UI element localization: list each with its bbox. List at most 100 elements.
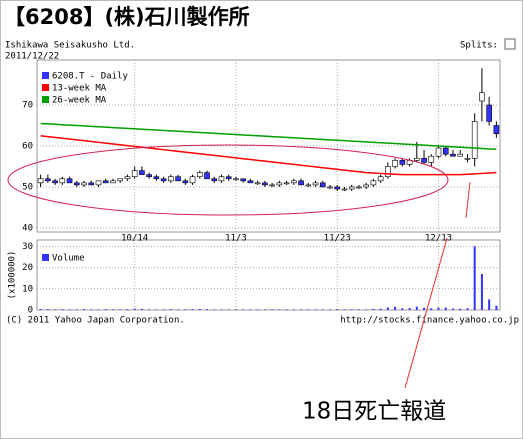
legend-swatch [42,84,49,91]
candle-body [377,176,384,182]
candle-body [168,176,174,182]
candle-body [283,182,290,185]
volume-bar [408,308,411,310]
candle-body [471,121,478,159]
volume-bar [148,309,151,310]
candle-body [486,104,492,122]
volume-bar [307,309,310,310]
volume-bar [90,309,93,310]
candle-body [363,184,369,188]
splits-icon[interactable] [504,38,516,50]
volume-bar [155,309,158,310]
subtitle: Ishikawa Seisakusho Ltd. [5,41,135,51]
copyright: (C) 2011 Yahoo Japan Corporation. [6,316,185,326]
volume-bar [234,309,237,310]
volume-bar [39,308,42,310]
candle-body [385,166,391,178]
moving-average [40,135,497,176]
volume-bar [372,308,375,310]
volume-bar [256,309,259,310]
legend-label: 26-week MA [52,96,107,106]
volume-bar [444,307,447,310]
candle-body [225,176,232,180]
y-tick-label: 30 [22,242,33,252]
candle-body [479,92,485,102]
candle-body [428,155,435,163]
volume-bar [495,305,498,310]
source-url: http://stocks.finance.yahoo.co.jp [340,316,519,326]
volume-bar [111,309,114,310]
legend-swatch [42,96,49,103]
candle-body [442,147,449,155]
x-tick-label: 12/13 [425,234,452,244]
candle-body [146,174,152,178]
candle-body [102,180,109,184]
legend-swatch [42,72,49,79]
pointer-arrow [465,181,471,219]
volume-bar [488,299,491,310]
highlight-ellipse [7,144,449,216]
candle-body [450,153,456,157]
candle-body [319,182,326,188]
volume-bar [321,309,324,310]
volume-bar [75,309,78,310]
volume-bar [184,309,187,310]
volume-bar [104,309,107,310]
splits-label: Splits: [460,41,498,51]
x-tick-label: 11/23 [324,234,351,244]
volume-bar [350,309,353,310]
candle-body [348,186,355,190]
candle-body [392,160,398,167]
volume-bar [177,309,180,310]
volume-bar [314,309,317,310]
volume-bar [430,308,433,310]
annotation: 18日死亡報道 [302,399,446,425]
moving-average [40,122,497,151]
volume-bar [365,309,368,310]
volume-bar [278,309,281,310]
candle-body [88,182,95,186]
volume-bar [126,309,129,310]
volume-bar [343,309,346,310]
pointer-line [404,237,448,389]
candle-body [95,180,102,186]
volume-bar [162,309,165,310]
volume-bar [423,307,426,310]
candle-body [414,157,420,161]
candle-body [254,182,261,185]
volume-bar [394,306,397,310]
volume-bar [119,309,122,310]
candle-body [276,182,283,186]
candle-body [175,176,181,182]
candle-body [182,180,189,184]
y-tick-label: 40 [22,223,33,233]
volume-bar [54,309,57,310]
legend-swatch [42,254,49,261]
candle-body [370,180,377,186]
candle-body [73,182,80,186]
candle-body [305,184,312,187]
candle-body [312,182,319,186]
y-tick-label: 70 [22,101,33,111]
layer: 40 50 60 70 0 10 20 30 10/14 11/3 11/23 12/13 6208.T… [8,60,500,316]
volume-bar [473,246,476,310]
y-tick-label: 10 [22,284,33,294]
candle-body [240,178,246,182]
volume-bar [466,308,469,310]
y-tick-label: 0 [28,306,33,316]
candle-body [117,178,123,182]
volume-bar [68,309,71,310]
volume-bar [415,306,418,310]
volume-bar [249,309,252,310]
volume-bar [227,309,230,310]
candle-body [327,186,333,189]
y-axis-label: (x100000) [8,251,18,300]
candle-body [421,157,427,163]
volume-bar [292,309,295,310]
volume-bar [133,308,136,310]
x-tick-label: 10/14 [121,234,148,244]
candle-body [52,180,58,184]
volume-bar [271,309,274,310]
candle-body [110,180,116,184]
